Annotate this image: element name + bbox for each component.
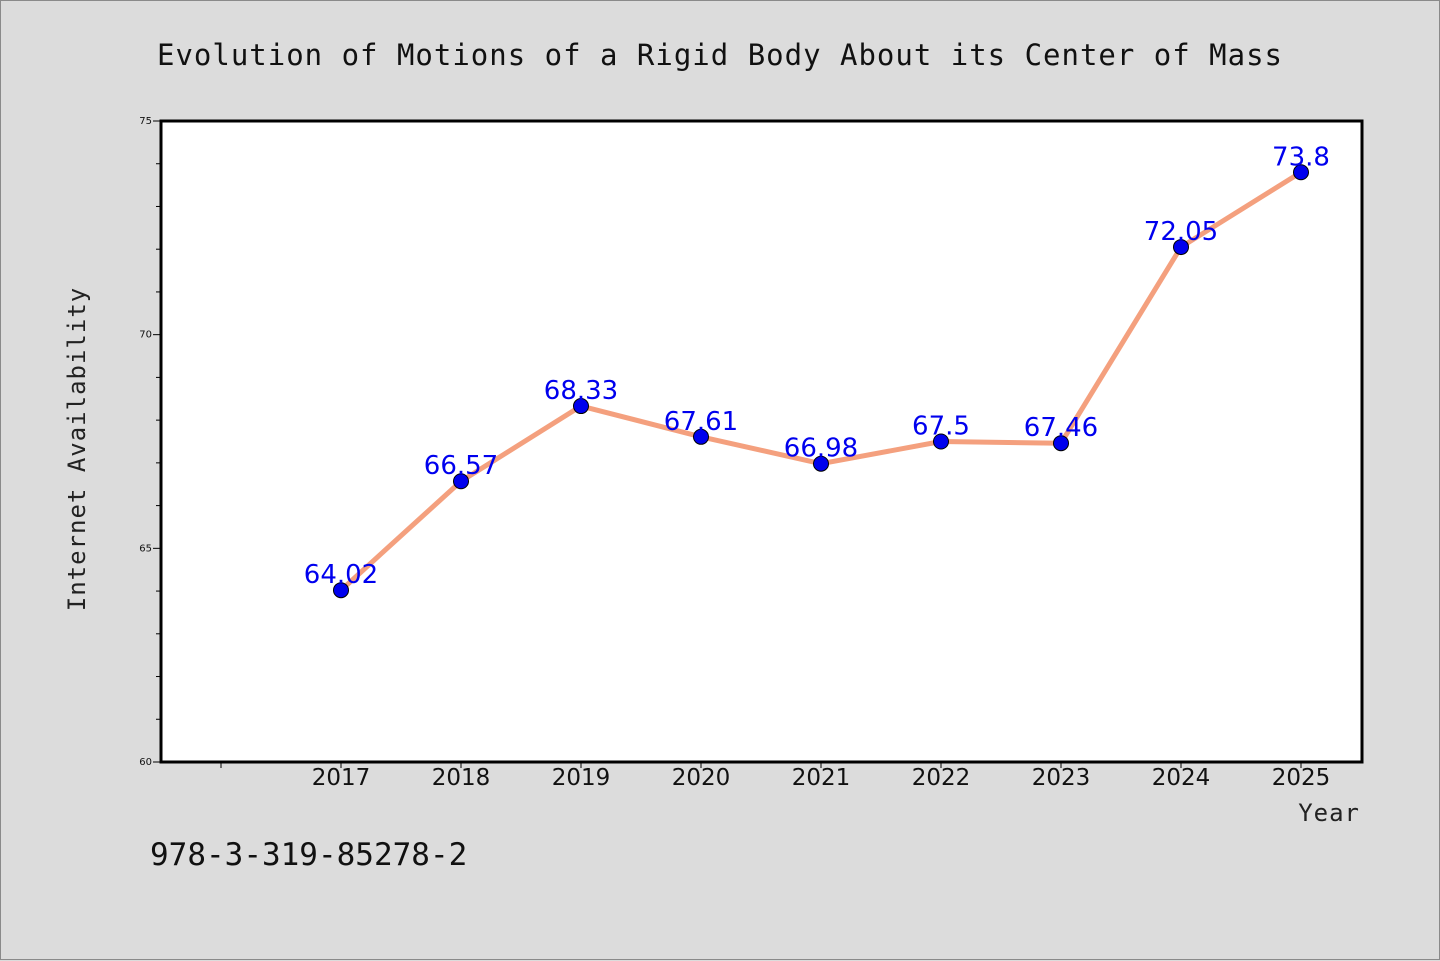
y-tick-label: 60 <box>139 757 152 768</box>
data-point-marker <box>1293 164 1309 181</box>
x-tick-label: 2020 <box>672 765 731 791</box>
y-axis: 60 65 70 75 <box>139 116 161 768</box>
data-value-label: 64.02 <box>304 560 378 590</box>
data-value-label: 67.61 <box>664 407 738 437</box>
plot-area <box>159 119 1364 764</box>
y-axis-label: Internet Availability <box>63 287 91 611</box>
data-value-label: 68.33 <box>544 376 618 406</box>
data-point-marker <box>693 428 709 445</box>
data-point-marker <box>573 398 589 415</box>
data-value-label: 67.46 <box>1024 413 1098 443</box>
x-tick-label: 2024 <box>1152 765 1211 791</box>
y-tick-label: 70 <box>139 330 152 341</box>
x-axis: 2017 2018 2019 2020 2021 2022 2023 2024 2025 <box>220 762 1331 791</box>
data-value-label: 73.8 <box>1272 142 1330 172</box>
y-tick-label: 65 <box>139 543 152 554</box>
data-point-marker <box>1053 435 1069 452</box>
x-tick-label: 2023 <box>1032 765 1091 791</box>
x-tick-label: 2017 <box>312 765 371 791</box>
data-point-marker <box>813 455 829 472</box>
data-point-marker <box>933 433 949 450</box>
data-markers <box>333 164 1309 599</box>
x-tick-label: 2018 <box>432 765 491 791</box>
chart-title: Evolution of Motions of a Rigid Body Abo… <box>157 38 1283 72</box>
data-point-marker <box>333 582 349 599</box>
x-tick-label: 2025 <box>1272 765 1331 791</box>
isbn-text: 978-3-319-85278-2 <box>150 837 467 873</box>
x-tick-label: 2019 <box>552 765 611 791</box>
data-point-marker <box>1173 239 1189 256</box>
data-point-marker <box>453 473 469 490</box>
data-value-label: 66.98 <box>784 434 858 464</box>
data-value-label: 66.57 <box>424 451 498 481</box>
data-value-label: 67.5 <box>912 412 970 442</box>
x-tick-label: 2021 <box>792 765 851 791</box>
x-axis-label: Year <box>1298 799 1360 827</box>
x-tick-label: 2022 <box>912 765 971 791</box>
data-value-label: 72.05 <box>1144 217 1218 247</box>
data-labels: 64.02 66.57 68.33 67.61 66.98 67.5 67.46 72.05 7… <box>304 142 1330 590</box>
y-tick-label: 75 <box>139 116 152 127</box>
